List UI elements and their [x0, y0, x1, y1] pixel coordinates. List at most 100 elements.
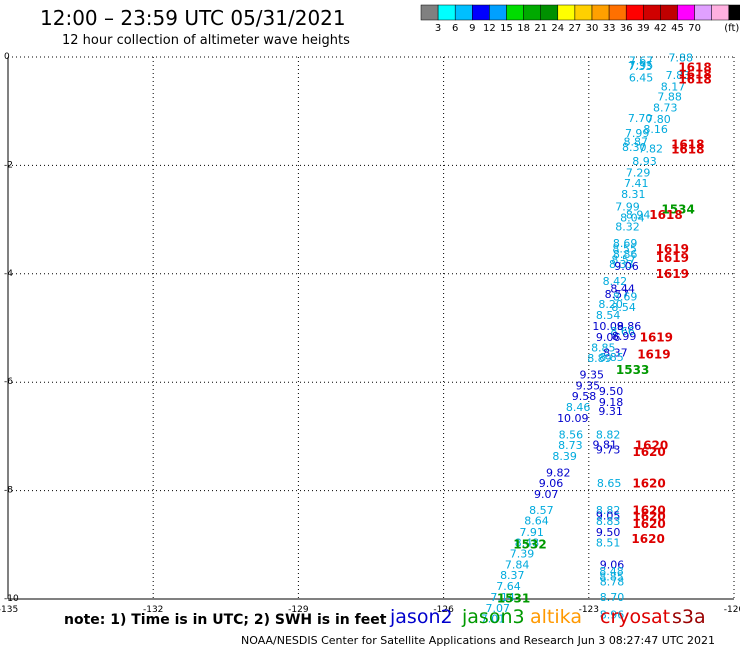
wave-height-label: 8.82 — [596, 504, 621, 517]
wave-height-label: 8.65 — [597, 477, 622, 490]
wave-height-label: 8.46 — [566, 401, 591, 414]
color-scale-tick-label: 27 — [569, 23, 582, 34]
wave-height-label: 9.50 — [596, 526, 621, 539]
pass-time-label: 1620 — [635, 439, 668, 453]
wave-height-label: 7.07 — [486, 602, 511, 615]
wave-height-label: 8.17 — [661, 80, 686, 93]
wave-height-label: 8.86 — [613, 248, 638, 261]
wave-height-label: 7.64 — [496, 580, 521, 593]
y-tick-label: -10 — [4, 594, 19, 604]
wave-height-label: 8.33 — [609, 258, 634, 271]
pass-time-label: 1618 — [678, 67, 711, 81]
wave-height-label: 8.04 — [620, 212, 645, 225]
wave-height-label: 7.80 — [646, 113, 671, 126]
x-tick-label: -132 — [143, 605, 163, 615]
wave-height-label: 9.50 — [599, 385, 624, 398]
y-tick-label: -4 — [4, 269, 13, 279]
wave-height-label: 8.93 — [632, 155, 657, 168]
wave-height-label: 8.85 — [591, 342, 616, 355]
y-tick-label: -6 — [4, 377, 13, 387]
wave-height-label: 8.57 — [529, 504, 554, 517]
wave-height-label: 8.42 — [603, 275, 628, 288]
pass-time-label: 1619 — [656, 251, 689, 265]
color-scale-tick-label: 45 — [671, 23, 684, 34]
wave-height-label: 8.30 — [622, 141, 647, 154]
color-swatch — [728, 4, 740, 21]
wave-height-label: 7.91 — [519, 526, 544, 539]
pass-time-label: 1620 — [632, 504, 665, 518]
pass-time-label: 1618 — [678, 60, 711, 74]
x-tick-label: -129 — [288, 605, 309, 615]
legend-altika: altika — [530, 606, 582, 628]
wave-height-label: 7.82 — [639, 143, 664, 156]
wave-height-label: 8.73 — [558, 439, 583, 452]
wave-height-label: 8.83 — [596, 515, 621, 528]
wave-height-label: 7.14 — [490, 591, 515, 604]
wave-height-label: 8.37 — [603, 346, 628, 359]
wave-height-label: 7.95 — [629, 59, 654, 72]
legend-s3a: s3a — [672, 606, 706, 628]
wave-height-label: 9.18 — [599, 396, 624, 409]
wave-height-label: 8.85 — [599, 351, 624, 364]
credit-line: NOAA/NESDIS Center for Satellite Applica… — [241, 634, 716, 647]
pass-time-label: 1618 — [649, 208, 682, 222]
color-scale-tick-label: 9 — [469, 23, 475, 34]
wave-height-label: 8.78 — [600, 576, 625, 589]
wave-height-label: 8.96 — [600, 608, 625, 621]
wave-height-label: 8.73 — [653, 101, 678, 114]
wave-height-label: 8.89 — [587, 352, 612, 365]
wave-height-label: 8.32 — [615, 221, 640, 234]
pass-time-label: 1620 — [632, 477, 665, 491]
wave-height-label: 6.45 — [629, 72, 654, 85]
wave-height-label: 9.86 — [617, 320, 642, 333]
color-scale-tick-label: 3 — [435, 23, 441, 34]
wave-height-label: 8.99 — [612, 330, 637, 343]
page-subtitle: 12 hour collection of altimeter wave hei… — [62, 33, 350, 48]
wave-height-label: 8.37 — [500, 569, 525, 582]
wave-height-label: 8.64 — [524, 514, 549, 527]
wave-height-label: 9.35 — [579, 369, 604, 382]
color-scale-tick-label: 18 — [517, 23, 530, 34]
wave-height-label: 7.84 — [505, 558, 530, 571]
wave-height-label: 7.29 — [626, 167, 651, 180]
wave-height-label: 8.16 — [643, 123, 668, 136]
wave-height-label: 7.33 — [628, 60, 653, 73]
wave-height-label: 8.54 — [611, 301, 636, 314]
wave-height-label: 8.20 — [598, 298, 623, 311]
wave-height-label: 8.69 — [613, 237, 638, 250]
wave-height-label: 10.09 — [557, 412, 589, 425]
color-scale-tick-label: 21 — [534, 23, 547, 34]
wave-height-label: 9.07 — [534, 488, 559, 501]
wave-height-label: 7.99 — [615, 201, 640, 214]
pass-time-label: 1618 — [678, 72, 711, 86]
wave-height-label: 8.55 — [612, 242, 637, 255]
wave-height-label: 8.54 — [596, 309, 621, 322]
color-scale-tick-label: 33 — [603, 23, 616, 34]
wave-height-label: 9.06 — [600, 558, 625, 571]
pass-time-label: 1620 — [631, 532, 664, 546]
y-tick-label: -8 — [4, 486, 13, 496]
legend-cryosat: cryosat — [600, 606, 671, 628]
y-tick-label: 0 — [4, 52, 10, 62]
wave-height-label: 9.82 — [546, 466, 571, 479]
wave-height-label: 8.70 — [600, 591, 625, 604]
wave-height-label: 8.56 — [559, 428, 584, 441]
pass-time-label: 1534 — [661, 202, 694, 216]
wave-height-label: 8.57 — [611, 253, 636, 266]
wave-height-label: 8.87 — [623, 136, 648, 149]
wave-height-label: 8.48 — [599, 565, 624, 578]
color-scale-tick-label: 39 — [637, 23, 650, 34]
wave-height-label: 8.57 — [605, 288, 630, 301]
color-scale-tick-label: 15 — [500, 23, 513, 34]
pass-time-label: 1620 — [632, 445, 665, 459]
color-scale-tick-label: 42 — [654, 23, 667, 34]
pass-time-label: 1620 — [632, 517, 665, 531]
wave-height-label: 8.48 — [515, 537, 540, 550]
wave-height-label: 9.05 — [596, 510, 621, 523]
wave-height-label: 7.01 — [481, 613, 506, 626]
wave-height-label: 8.85 — [599, 570, 624, 583]
wave-height-label: 7.88 — [657, 91, 682, 104]
wave-height-label: 10.08 — [592, 320, 624, 333]
legend-jason2: jason2 — [390, 606, 453, 628]
